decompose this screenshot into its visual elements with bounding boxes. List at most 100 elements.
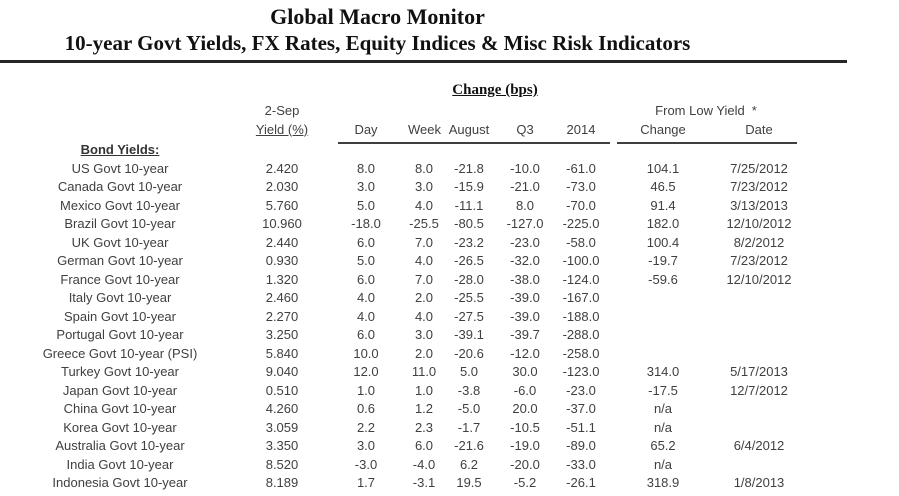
cell-august-change: -15.9 bbox=[454, 179, 484, 194]
cell-yield: 3.059 bbox=[265, 419, 299, 435]
cell-country: Brazil Govt 10-year bbox=[64, 216, 176, 231]
table-row: Mexico Govt 10-year 5.760 5.0 4.0 -11.1 … bbox=[0, 197, 899, 216]
cell-2014-change: -167.0 bbox=[562, 290, 600, 305]
cell-august-change: 6.2 bbox=[459, 456, 479, 472]
from-low-yield-label: From Low Yield bbox=[655, 103, 745, 118]
cell-filler bbox=[802, 474, 899, 493]
cell-from-low-change: -19.7 bbox=[648, 253, 678, 268]
cell-q3-change: -21.0 bbox=[510, 179, 540, 194]
cell-q3-change: 30.0 bbox=[512, 364, 538, 379]
table-row: Spain Govt 10-year 2.270 4.0 4.0 -27.5 -… bbox=[0, 308, 899, 327]
cell-q3-change: -12.0 bbox=[510, 345, 540, 361]
cell-2014-change: -37.0 bbox=[566, 401, 596, 416]
table-row: Korea Govt 10-year 3.059 2.2 2.3 -1.7 -1… bbox=[0, 419, 899, 438]
table-row: India Govt 10-year 8.520 -3.0 -4.0 6.2 -… bbox=[0, 456, 899, 475]
col-header-date: Date bbox=[745, 121, 773, 137]
cell-from-low-change: 100.4 bbox=[646, 234, 680, 250]
table-row: Brazil Govt 10-year 10.960 -18.0 -25.5 -… bbox=[0, 215, 899, 234]
cell-q3-change: -19.0 bbox=[510, 438, 540, 453]
cell-yield: 3.250 bbox=[265, 327, 299, 342]
cell-from-low-change: -17.5 bbox=[648, 382, 678, 398]
cell-2014-change: -58.0 bbox=[566, 234, 596, 250]
cell-week-change: 3.0 bbox=[414, 327, 434, 342]
cell-country: German Govt 10-year bbox=[57, 253, 183, 268]
section-label-bond-yields: Bond Yields: bbox=[80, 142, 160, 157]
cell-country: France Govt 10-year bbox=[60, 271, 180, 287]
cell-from-low-change bbox=[610, 326, 716, 345]
cell-q3-change: -5.2 bbox=[513, 475, 537, 490]
cell-country: Spain Govt 10-year bbox=[63, 308, 176, 324]
cell-filler bbox=[802, 382, 899, 401]
cell-from-low-date bbox=[716, 308, 802, 327]
cell-from-low-change: -59.6 bbox=[648, 271, 678, 287]
cell-country: Canada Govt 10-year bbox=[57, 179, 183, 194]
cell-day-change: 1.0 bbox=[356, 382, 376, 398]
cell-from-low-change: 104.1 bbox=[646, 160, 680, 176]
cell-q3-change: -39.0 bbox=[510, 308, 540, 324]
cell-filler bbox=[802, 308, 899, 327]
cell-day-change: 12.0 bbox=[353, 364, 379, 379]
cell-week-change: -3.1 bbox=[412, 475, 436, 490]
cell-from-low-date: 3/13/2013 bbox=[730, 197, 788, 213]
cell-filler bbox=[802, 160, 899, 179]
cell-from-low-change: 65.2 bbox=[650, 438, 676, 453]
cell-august-change: -28.0 bbox=[454, 271, 484, 287]
cell-q3-change: -6.0 bbox=[513, 382, 537, 398]
cell-q3-change: -39.7 bbox=[510, 327, 540, 342]
cell-filler bbox=[802, 178, 899, 197]
cell-filler bbox=[802, 215, 899, 234]
table-row: Australia Govt 10-year 3.350 3.0 6.0 -21… bbox=[0, 437, 899, 456]
table-row: Turkey Govt 10-year 9.040 12.0 11.0 5.0 … bbox=[0, 363, 899, 382]
cell-from-low-change: n/a bbox=[653, 401, 673, 416]
cell-q3-change: -127.0 bbox=[506, 216, 544, 231]
cell-yield: 2.270 bbox=[265, 308, 299, 324]
cell-filler bbox=[802, 234, 899, 253]
col-header-change: Change bbox=[640, 121, 686, 137]
cell-2014-change: -89.0 bbox=[566, 438, 596, 453]
cell-day-change: 5.0 bbox=[356, 253, 376, 268]
col-header-august: August bbox=[448, 121, 490, 137]
cell-2014-change: -23.0 bbox=[566, 382, 596, 398]
table-row: Japan Govt 10-year 0.510 1.0 1.0 -3.8 -6… bbox=[0, 382, 899, 401]
cell-from-low-change: 314.0 bbox=[646, 364, 680, 379]
cell-yield: 2.420 bbox=[265, 160, 299, 176]
cell-week-change: -4.0 bbox=[412, 456, 436, 472]
cell-country: Italy Govt 10-year bbox=[68, 290, 172, 305]
cell-yield: 0.510 bbox=[265, 382, 299, 398]
cell-august-change: -21.6 bbox=[454, 438, 484, 453]
cell-2014-change: -225.0 bbox=[562, 216, 600, 231]
cell-yield: 0.930 bbox=[265, 253, 299, 268]
cell-from-low-change: 91.4 bbox=[650, 197, 676, 213]
cell-week-change: 8.0 bbox=[414, 160, 434, 176]
table-row: Italy Govt 10-year 2.460 4.0 2.0 -25.5 -… bbox=[0, 289, 899, 308]
table-row: China Govt 10-year 4.260 0.6 1.2 -5.0 20… bbox=[0, 400, 899, 419]
cell-august-change: -1.7 bbox=[457, 419, 481, 435]
cell-yield: 10.960 bbox=[262, 216, 302, 231]
cell-from-low-date: 12/7/2012 bbox=[730, 382, 788, 398]
cell-2014-change: -61.0 bbox=[566, 160, 596, 176]
cell-august-change: -27.5 bbox=[454, 308, 484, 324]
cell-day-change: 8.0 bbox=[356, 160, 376, 176]
cell-country: Turkey Govt 10-year bbox=[60, 364, 179, 379]
cell-august-change: 5.0 bbox=[459, 364, 479, 379]
cell-country: Portugal Govt 10-year bbox=[56, 327, 184, 342]
cell-day-change: 5.0 bbox=[356, 197, 376, 213]
cell-2014-change: -288.0 bbox=[562, 327, 600, 342]
cell-yield: 5.760 bbox=[265, 197, 299, 213]
cell-august-change: -25.5 bbox=[454, 290, 484, 305]
cell-august-change: -39.1 bbox=[454, 327, 484, 342]
cell-from-low-date: 8/2/2012 bbox=[733, 234, 785, 250]
cell-yield: 1.320 bbox=[265, 271, 299, 287]
cell-filler bbox=[802, 363, 899, 382]
cell-from-low-change bbox=[610, 289, 716, 308]
cell-q3-change: -23.0 bbox=[510, 234, 540, 250]
cell-yield: 8.520 bbox=[265, 456, 299, 472]
cell-2014-change: -70.0 bbox=[566, 197, 596, 213]
cell-august-change: -23.2 bbox=[454, 234, 484, 250]
cell-day-change: 3.0 bbox=[356, 179, 376, 194]
cell-from-low-date bbox=[716, 345, 802, 364]
cell-filler bbox=[802, 289, 899, 308]
cell-august-change: -80.5 bbox=[454, 216, 484, 231]
cell-from-low-change: n/a bbox=[653, 419, 673, 435]
col-header-q3: Q3 bbox=[516, 121, 534, 137]
